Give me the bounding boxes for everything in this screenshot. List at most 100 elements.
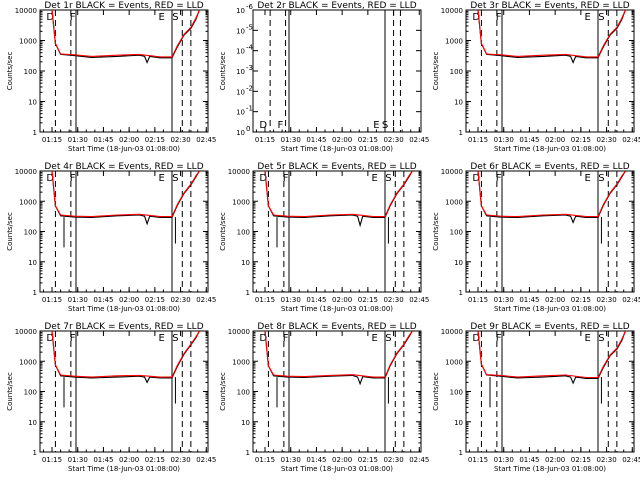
x-tick-label: 01:15 bbox=[42, 456, 62, 464]
x-tick-label: 02:15 bbox=[571, 136, 591, 144]
x-tick-label: 01:30 bbox=[494, 136, 514, 144]
panel-title: Det 1r BLACK = Events, RED = LLD bbox=[44, 1, 203, 11]
y-tick-label: 10000 bbox=[15, 7, 37, 15]
y-tick-label: 100 bbox=[24, 389, 37, 397]
plot-frame bbox=[39, 330, 209, 453]
x-axis-label: Start Time (18-Jun-03 01:08:00) bbox=[494, 145, 606, 153]
event-marker-D: D bbox=[472, 333, 480, 344]
panel-title: Det 2r BLACK = Events, RED = LLD bbox=[257, 1, 416, 11]
event-marker-S: S bbox=[598, 12, 604, 23]
panel-title: Det 5r BLACK = Events, RED = LLD bbox=[257, 162, 416, 172]
x-tick-label: 02:15 bbox=[145, 136, 165, 144]
x-axis-label: Start Time (18-Jun-03 01:08:00) bbox=[494, 465, 606, 473]
x-tick-label: 02:30 bbox=[170, 136, 190, 144]
x-tick-label: 01:30 bbox=[494, 296, 514, 304]
y-tick-exponent: -2 bbox=[246, 84, 253, 92]
event-marker-E: E bbox=[585, 333, 591, 344]
event-marker-D: D bbox=[46, 173, 54, 184]
x-tick-label: 01:45 bbox=[519, 456, 539, 464]
x-tick-label: 01:45 bbox=[519, 136, 539, 144]
x-tick-label: 01:15 bbox=[468, 456, 488, 464]
y-tick-label: 1000 bbox=[232, 198, 250, 206]
y-tick-label: 10000 bbox=[228, 168, 250, 176]
y-tick-label: 1 bbox=[246, 449, 250, 457]
x-tick-label: 02:00 bbox=[545, 296, 565, 304]
panel-det-3: Det 3r BLACK = Events, RED = LLD 1 10 100 10… bbox=[432, 1, 640, 153]
series-line-lld bbox=[51, 331, 200, 378]
plot-frame bbox=[39, 170, 209, 293]
event-marker-F: F bbox=[70, 12, 76, 23]
y-axis-label: Counts/sec bbox=[6, 212, 14, 251]
x-tick-label: 01:30 bbox=[281, 456, 301, 464]
x-tick-label: 01:45 bbox=[93, 296, 113, 304]
y-tick-label: 1000 bbox=[19, 38, 37, 46]
panel-det-4: Det 4r BLACK = Events, RED = LLD 1 10 100 10… bbox=[6, 162, 216, 313]
event-marker-D: D bbox=[46, 333, 54, 344]
x-axis-label: Start Time (18-Jun-03 01:08:00) bbox=[281, 305, 393, 313]
x-tick-label: 02:15 bbox=[571, 456, 591, 464]
x-tick-label: 02:45 bbox=[622, 296, 640, 304]
x-tick-label: 02:00 bbox=[332, 296, 352, 304]
event-marker-S: S bbox=[385, 333, 391, 344]
panel-det-6: Det 6r BLACK = Events, RED = LLD 1 10 100 10… bbox=[432, 162, 640, 313]
event-marker-F: F bbox=[496, 333, 502, 344]
y-tick-label: 10 bbox=[454, 259, 463, 267]
event-marker-F: F bbox=[283, 173, 289, 184]
y-tick-label: 100 bbox=[237, 229, 250, 237]
x-tick-label: 02:45 bbox=[196, 296, 216, 304]
y-tick-label: 10 bbox=[28, 419, 37, 427]
x-tick-label: 01:45 bbox=[306, 136, 326, 144]
series-line-events bbox=[477, 10, 626, 64]
x-tick-label: 02:30 bbox=[383, 136, 403, 144]
y-axis-label: Counts/sec bbox=[432, 212, 440, 251]
series-group bbox=[477, 171, 626, 248]
event-marker-F: F bbox=[70, 333, 76, 344]
event-marker-S: S bbox=[172, 333, 178, 344]
series-line-lld bbox=[477, 10, 626, 58]
x-tick-label: 02:45 bbox=[622, 456, 640, 464]
event-marker-F: F bbox=[496, 12, 502, 23]
y-tick-label: 10 bbox=[236, 7, 245, 15]
y-tick-label: 10 bbox=[236, 48, 245, 56]
event-marker-D: D bbox=[259, 173, 267, 184]
x-tick-label: 02:45 bbox=[409, 136, 429, 144]
x-tick-label: 02:30 bbox=[596, 456, 616, 464]
y-axis-label: Counts/sec bbox=[6, 52, 14, 91]
y-tick-exponent: -4 bbox=[246, 44, 254, 52]
y-tick-label: 100 bbox=[450, 68, 463, 76]
y-tick-label: 100 bbox=[24, 68, 37, 76]
y-tick-label: 10 bbox=[241, 259, 250, 267]
x-tick-label: 01:30 bbox=[68, 296, 88, 304]
y-tick-exponent: -6 bbox=[246, 3, 254, 11]
event-marker-E: E bbox=[373, 120, 379, 131]
panel-det-5: Det 5r BLACK = Events, RED = LLD 1 10 100 10… bbox=[219, 162, 429, 313]
panel-title: Det 6r BLACK = Events, RED = LLD bbox=[470, 162, 629, 172]
event-marker-F: F bbox=[283, 333, 289, 344]
event-marker-D: D bbox=[46, 12, 54, 23]
y-axis-label: Counts/sec bbox=[219, 372, 227, 411]
event-marker-E: E bbox=[585, 173, 591, 184]
x-tick-label: 01:15 bbox=[468, 296, 488, 304]
x-tick-label: 02:30 bbox=[383, 456, 403, 464]
series-line-lld bbox=[264, 171, 413, 218]
y-tick-label: 10 bbox=[236, 129, 245, 137]
y-tick-exponent: -3 bbox=[246, 64, 253, 72]
event-marker-E: E bbox=[159, 12, 165, 23]
event-marker-S: S bbox=[598, 173, 604, 184]
y-tick-label: 100 bbox=[237, 389, 250, 397]
panel-det-9: Det 9r BLACK = Events, RED = LLD 1 10 100 10… bbox=[432, 322, 640, 473]
series-group bbox=[477, 331, 626, 408]
y-tick-label: 10 bbox=[236, 27, 245, 35]
y-tick-label: 1000 bbox=[232, 358, 250, 366]
x-tick-label: 01:45 bbox=[306, 456, 326, 464]
series-group bbox=[51, 171, 200, 248]
event-marker-D: D bbox=[259, 333, 267, 344]
y-tick-exponent: -5 bbox=[246, 23, 253, 31]
y-tick-label: 10 bbox=[28, 259, 37, 267]
plot-frame bbox=[465, 170, 635, 293]
x-tick-label: 01:45 bbox=[93, 456, 113, 464]
x-tick-label: 01:15 bbox=[255, 296, 275, 304]
y-tick-label: 1000 bbox=[445, 198, 463, 206]
series-group bbox=[51, 10, 200, 64]
